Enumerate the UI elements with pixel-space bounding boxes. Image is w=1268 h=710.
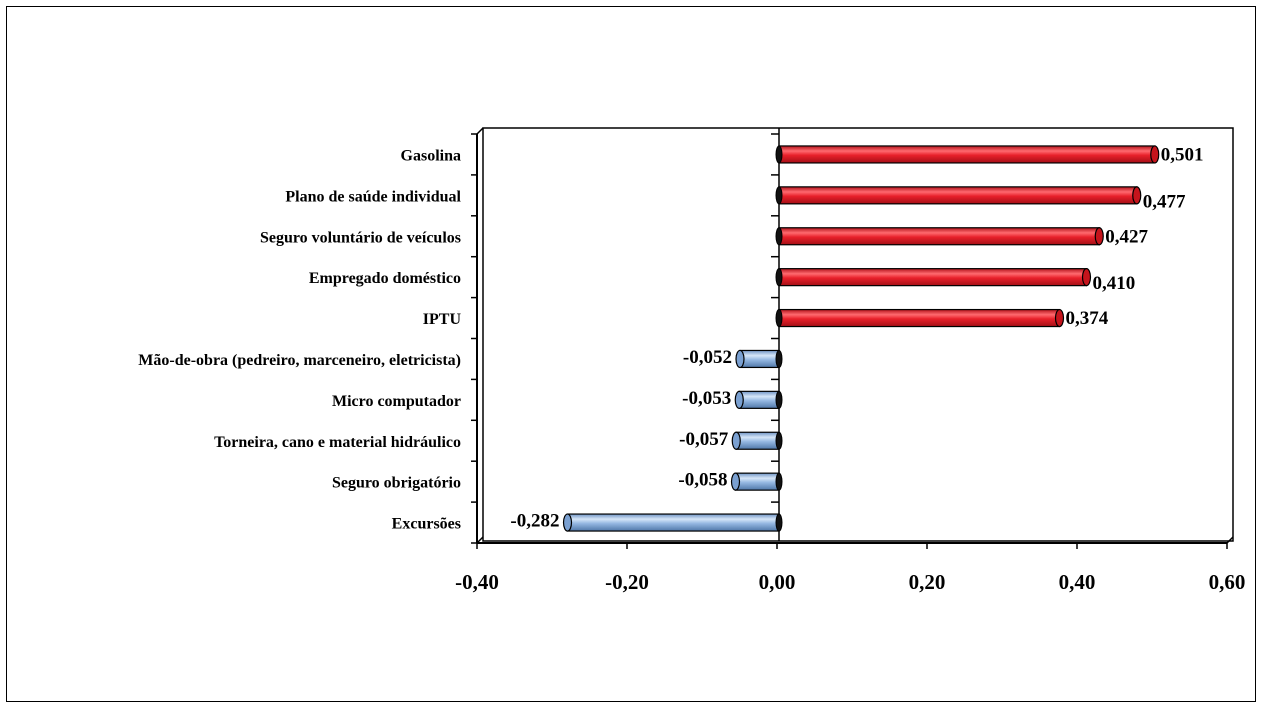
bar-end-cap [1054, 308, 1065, 328]
bar-end-cap [734, 390, 744, 409]
plot-depth-edge-tl [476, 127, 484, 135]
category-label: IPTU [423, 311, 462, 328]
bar-end-cap [730, 472, 741, 491]
bar-negative [735, 349, 783, 369]
bar-body [734, 472, 780, 491]
bar-positive [775, 308, 1065, 328]
bar-base-cap [775, 145, 783, 164]
bar-negative [730, 472, 783, 491]
bar-base-cap [775, 431, 783, 450]
bars [562, 145, 1160, 532]
bar-body [778, 268, 1088, 287]
bar-base-cap [775, 349, 783, 368]
data-labels: 0,501 0,477 0,427 0,410 0,374 -0,052 -0,053 -0,… [510, 144, 1203, 531]
bar-body [735, 431, 780, 450]
data-label: -0,057 [679, 429, 729, 450]
bar-base-cap [775, 309, 783, 328]
data-label: -0,053 [682, 388, 731, 409]
bar-body [778, 308, 1061, 328]
bar-negative [731, 431, 783, 450]
category-label: Gasolina [401, 147, 461, 164]
bar-end-cap [735, 349, 745, 369]
data-label: 0,427 [1105, 226, 1148, 247]
bar-positive [775, 186, 1142, 205]
x-tick-label: -0,40 [455, 570, 499, 594]
bar-end-cap [1081, 268, 1092, 287]
category-label: Micro computador [332, 393, 461, 410]
data-label: 0,477 [1143, 191, 1186, 212]
x-tick-label: 0,60 [1209, 570, 1246, 594]
bar-negative [562, 513, 783, 532]
category-label: Mão-de-obra (pedreiro, marceneiro, eletr… [138, 352, 461, 369]
bar-end-cap [562, 513, 573, 532]
plot-depth-edge-br [1226, 536, 1234, 544]
bar-positive [775, 227, 1104, 246]
bar-positive [775, 268, 1092, 287]
category-label: Seguro voluntário de veículos [260, 229, 461, 246]
data-label: 0,410 [1093, 273, 1136, 294]
bar-body [566, 513, 780, 532]
bar-end-cap [731, 431, 741, 450]
data-label: -0,052 [683, 347, 732, 368]
x-tick-label: 0,40 [1059, 570, 1096, 594]
x-tick-label: 0,20 [909, 570, 946, 594]
bar-base-cap [775, 186, 783, 205]
bar-base-cap [775, 472, 783, 491]
x-tick-label: -0,20 [605, 570, 649, 594]
x-tick-label: 0,00 [759, 570, 796, 594]
bar-base-cap [775, 268, 783, 287]
bar-base-cap [775, 513, 783, 532]
category-label: Torneira, cano e material hidráulico [214, 434, 461, 451]
bar-body [739, 349, 780, 369]
bar-negative [734, 390, 783, 409]
bar-end-cap [1150, 145, 1160, 164]
data-label: 0,501 [1161, 144, 1204, 165]
category-labels: Gasolina Plano de saúde individual Seguro … [138, 147, 461, 532]
bar-base-cap [775, 227, 783, 246]
data-label: -0,282 [510, 511, 559, 532]
bar-body [778, 145, 1156, 164]
category-label: Empregado doméstico [309, 270, 461, 287]
bar-positive [775, 145, 1160, 164]
bar-base-cap [775, 390, 783, 409]
bar-body [778, 186, 1138, 205]
bar-body [738, 390, 780, 409]
data-label: -0,058 [678, 470, 727, 491]
bar-end-cap [1094, 227, 1104, 246]
x-axis: -0,40 -0,20 0,00 0,20 0,40 0,60 [455, 543, 1245, 594]
bar-body [778, 227, 1100, 246]
category-label: Plano de saúde individual [285, 188, 461, 205]
data-label: 0,374 [1066, 308, 1109, 329]
category-label: Seguro obrigatório [332, 475, 461, 492]
category-label: Excursões [392, 516, 461, 533]
bar-end-cap [1132, 186, 1142, 205]
